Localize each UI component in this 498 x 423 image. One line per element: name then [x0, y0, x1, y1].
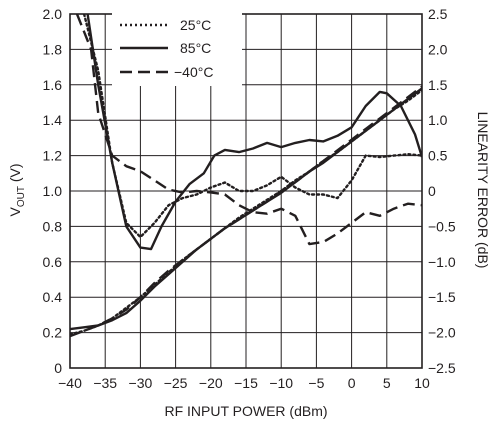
left-axis-label-unit: (V)	[7, 163, 23, 186]
legend: 25°C 85°C −40°C	[112, 10, 242, 86]
series-line-right-5	[75, 14, 422, 246]
y-left-tick-label: 0	[54, 360, 62, 376]
series-line-left-1	[70, 87, 422, 331]
y-left-tick-label: 0.6	[43, 254, 63, 270]
legend-label-minus40c: −40°C	[174, 64, 213, 80]
y-left-tick-label: 1.6	[43, 77, 63, 93]
left-axis-label-sub: OUT	[16, 186, 27, 207]
y-left-tick-label: 2.0	[43, 6, 63, 22]
y-left-tick-label: 0.4	[43, 289, 63, 305]
x-tick-label: −35	[93, 375, 117, 391]
series-layer	[70, 14, 422, 338]
y-right-tick-label: −2.0	[428, 325, 456, 341]
tick-labels: −40 −35 −30 −25 −20 −15 −10 −5 0 5 10 0 0.2 0.4 0.6 0.8…	[43, 6, 456, 391]
y-left-tick-label: 0.8	[43, 218, 63, 234]
legend-label-85c: 85°C	[180, 40, 211, 56]
y-right-tick-label: −1.5	[428, 289, 456, 305]
x-tick-label: −10	[269, 375, 293, 391]
y-right-tick-label: 1.0	[428, 112, 448, 128]
right-axis-label: LINEARITY ERROR (dB)	[475, 112, 491, 269]
left-axis-label: VOUT (V)	[7, 163, 27, 216]
x-tick-label: −5	[308, 375, 324, 391]
y-right-tick-label: 0.5	[428, 148, 448, 164]
x-tick-label: −20	[199, 375, 223, 391]
y-left-tick-label: 1.4	[43, 112, 63, 128]
x-tick-label: 5	[383, 375, 391, 391]
y-right-tick-label: 1.5	[428, 77, 448, 93]
y-right-tick-label: 0	[428, 183, 436, 199]
x-tick-label: 0	[348, 375, 356, 391]
y-right-tick-label: −2.5	[428, 360, 456, 376]
y-right-tick-label: 2.5	[428, 6, 448, 22]
left-axis-label-main: V	[7, 207, 23, 217]
x-tick-label: −40	[58, 375, 82, 391]
x-axis-label: RF INPUT POWER (dBm)	[164, 403, 327, 419]
legend-label-25c: 25°C	[180, 17, 211, 33]
x-tick-label: −30	[129, 375, 153, 391]
plot-frame	[69, 13, 423, 369]
y-right-tick-label: −1.0	[428, 254, 456, 270]
series-line-right-3	[82, 14, 422, 239]
y-left-tick-label: 1.2	[43, 148, 63, 164]
x-tick-label: 10	[414, 375, 430, 391]
x-tick-label: −15	[234, 375, 258, 391]
y-left-tick-label: 1.8	[43, 41, 63, 57]
x-tick-label: −25	[164, 375, 188, 391]
y-right-tick-label: −0.5	[428, 218, 456, 234]
y-right-tick-label: 2.0	[428, 41, 448, 57]
y-left-tick-label: 0.2	[43, 325, 63, 341]
series-line-right-4	[86, 14, 422, 251]
y-left-tick-label: 1.0	[43, 183, 63, 199]
series-line-left-2	[70, 85, 422, 338]
